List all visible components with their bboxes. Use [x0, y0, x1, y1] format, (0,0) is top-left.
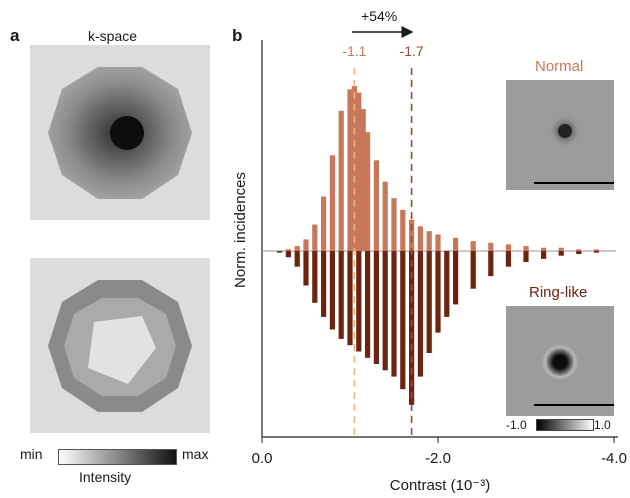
normal-histogram-bar [360, 109, 366, 251]
intensity-colorbar [58, 449, 177, 465]
normal-histogram-bar [488, 242, 494, 252]
normal-histogram-bar [523, 246, 529, 252]
normal-histogram-bar [303, 239, 309, 251]
inset-normal-scalebar [534, 182, 614, 184]
normal-histogram-bar [505, 244, 511, 251]
ring-histogram-bar [391, 251, 397, 377]
inset-ring-scalebar [534, 404, 614, 406]
ring-histogram-bar [435, 251, 441, 333]
ring-histogram-bar [321, 251, 327, 317]
normal-histogram-bar [285, 249, 291, 251]
normal-histogram-bar [338, 110, 344, 252]
normal-histogram-bar [294, 246, 300, 252]
normal-histogram-bar [453, 237, 459, 251]
colorbar-min-label: min [20, 446, 43, 462]
normal-histogram-bar [541, 247, 547, 251]
ring-histogram-bar [417, 251, 423, 377]
normal-histogram-bar [373, 160, 379, 252]
inset-colorbar [536, 419, 594, 431]
ring-histogram-bar [294, 251, 300, 267]
panel-a-letter: a [10, 26, 20, 45]
ring-histogram-bar [329, 251, 335, 330]
ring-histogram-bar [356, 251, 362, 352]
normal-histogram-bar [409, 219, 415, 252]
kspace-title: k-space [88, 28, 138, 44]
mean-marker-label: -1.1 [342, 43, 366, 59]
inset-colorbar-max: 1.0 [594, 418, 611, 432]
panel-b-letter: b [232, 26, 243, 45]
ring-histogram-bar [373, 251, 379, 364]
inset-normal-spot [558, 124, 572, 138]
x-tick-label: 0.0 [252, 450, 273, 467]
ring-histogram-bar [285, 251, 291, 258]
inset-normal-label: Normal [535, 58, 584, 75]
ring-histogram-bar [426, 251, 432, 353]
kspace-image-normal [30, 45, 210, 220]
ring-histogram-bar [505, 251, 511, 267]
normal-histogram-bar [435, 234, 441, 251]
normal-histogram-bar [382, 181, 388, 251]
normal-histogram-bar [426, 231, 432, 251]
inset-ring-image [506, 306, 614, 416]
normal-histogram-bar [576, 249, 582, 251]
ring-histogram-bar [593, 251, 599, 253]
ring-histogram-bar [541, 251, 547, 259]
ring-histogram-bar [576, 251, 582, 255]
normal-histogram-bar [347, 89, 353, 251]
x-tick-label: -4.0 [601, 450, 627, 467]
mean-marker-label: -1.7 [400, 43, 424, 59]
ring-histogram-bar [277, 251, 283, 253]
normal-histogram-bar [400, 209, 406, 252]
ring-histogram-bar [338, 251, 344, 339]
ring-histogram-bar [409, 251, 415, 405]
normal-histogram-bar [470, 241, 476, 251]
ring-histogram-bar [470, 251, 476, 289]
normal-histogram-bar [329, 155, 335, 251]
normal-histogram-bar [558, 247, 564, 251]
x-tick-label: -2.0 [425, 450, 451, 467]
colorbar-caption: Intensity [79, 469, 132, 485]
x-axis-label: Contrast (10⁻³) [390, 477, 490, 493]
normal-histogram-bar [356, 92, 362, 251]
normal-histogram-bar [391, 198, 397, 251]
ring-histogram-bar [347, 251, 353, 346]
y-axis-label: Norm. incidences [232, 172, 249, 288]
ring-histogram-bar [303, 251, 309, 286]
ring-histogram-bar [453, 251, 459, 305]
inset-ring-label: Ring-like [529, 284, 588, 301]
kspace-image-ring [30, 258, 210, 433]
ring-histogram-bar [400, 251, 406, 390]
normal-histogram-bar [593, 249, 599, 251]
normal-histogram-bar [321, 196, 327, 252]
normal-histogram-bar [365, 132, 371, 251]
ring-histogram-bar [444, 251, 450, 317]
inset-colorbar-min: -1.0 [506, 418, 527, 432]
ring-histogram-bar [312, 251, 318, 303]
shift-label: +54% [361, 8, 398, 24]
ring-histogram-bar [365, 251, 371, 358]
inset-ring-spot [542, 344, 578, 380]
inset-normal-image [506, 80, 614, 190]
ring-histogram-bar [382, 251, 388, 371]
colorbar-max-label: max [182, 446, 209, 462]
normal-histogram-bar [417, 226, 423, 252]
normal-histogram-bar [312, 224, 318, 251]
ring-histogram-bar [523, 251, 529, 262]
ring-histogram-bar [558, 251, 564, 256]
ring-histogram-bar [488, 251, 494, 277]
